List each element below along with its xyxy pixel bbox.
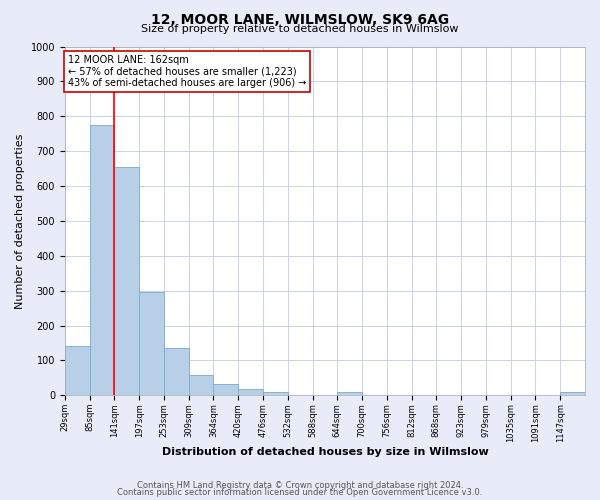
Bar [139,292,164,396]
Bar [115,167,139,396]
Bar [337,392,362,396]
Bar [214,384,238,396]
Bar [65,346,89,396]
Text: 12 MOOR LANE: 162sqm
← 57% of detached houses are smaller (1,223)
43% of semi-de: 12 MOOR LANE: 162sqm ← 57% of detached h… [68,55,306,88]
Bar [238,389,263,396]
Title: 12, MOOR LANE, WILMSLOW, SK9 6AG
Size of property relative to detached houses in: 12, MOOR LANE, WILMSLOW, SK9 6AG Size of… [0,499,1,500]
Text: Contains public sector information licensed under the Open Government Licence v3: Contains public sector information licen… [118,488,482,497]
Bar [164,348,188,396]
Bar [560,392,585,396]
Bar [188,376,214,396]
Text: 12, MOOR LANE, WILMSLOW, SK9 6AG: 12, MOOR LANE, WILMSLOW, SK9 6AG [151,12,449,26]
X-axis label: Distribution of detached houses by size in Wilmslow: Distribution of detached houses by size … [161,448,488,458]
Bar [89,125,115,396]
Bar [263,392,288,396]
Text: Size of property relative to detached houses in Wilmslow: Size of property relative to detached ho… [141,24,459,34]
Text: Contains HM Land Registry data © Crown copyright and database right 2024.: Contains HM Land Registry data © Crown c… [137,481,463,490]
Y-axis label: Number of detached properties: Number of detached properties [15,133,25,308]
